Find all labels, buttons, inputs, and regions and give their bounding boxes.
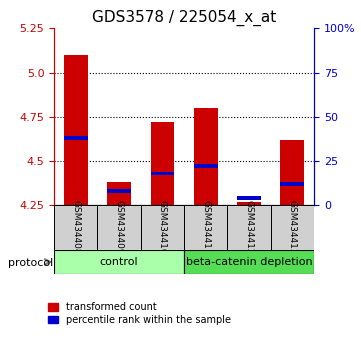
Bar [151,122,174,205]
FancyBboxPatch shape [184,250,314,274]
Bar [107,182,131,205]
Text: control: control [100,257,138,267]
Bar [237,202,261,205]
Text: beta-catenin depletion: beta-catenin depletion [186,257,312,267]
FancyBboxPatch shape [141,205,184,250]
Text: GSM434412: GSM434412 [245,200,253,255]
Bar [280,140,304,205]
Title: GDS3578 / 225054_x_at: GDS3578 / 225054_x_at [92,9,276,25]
FancyBboxPatch shape [97,205,141,250]
Bar [64,55,88,205]
Text: GSM434409: GSM434409 [115,200,123,255]
Bar [280,182,304,186]
Text: protocol: protocol [8,258,53,268]
Bar [194,108,218,205]
Text: GSM434413: GSM434413 [288,200,297,255]
FancyBboxPatch shape [271,205,314,250]
FancyBboxPatch shape [227,205,271,250]
Bar [151,172,174,176]
FancyBboxPatch shape [54,205,97,250]
Legend: transformed count, percentile rank within the sample: transformed count, percentile rank withi… [48,302,231,325]
Bar [64,136,88,140]
FancyBboxPatch shape [184,205,227,250]
FancyBboxPatch shape [54,250,184,274]
Text: GSM434410: GSM434410 [158,200,167,255]
Text: GSM434411: GSM434411 [201,200,210,255]
Bar [107,189,131,193]
Text: GSM434408: GSM434408 [71,200,80,255]
Bar [237,196,261,200]
Bar [194,164,218,169]
